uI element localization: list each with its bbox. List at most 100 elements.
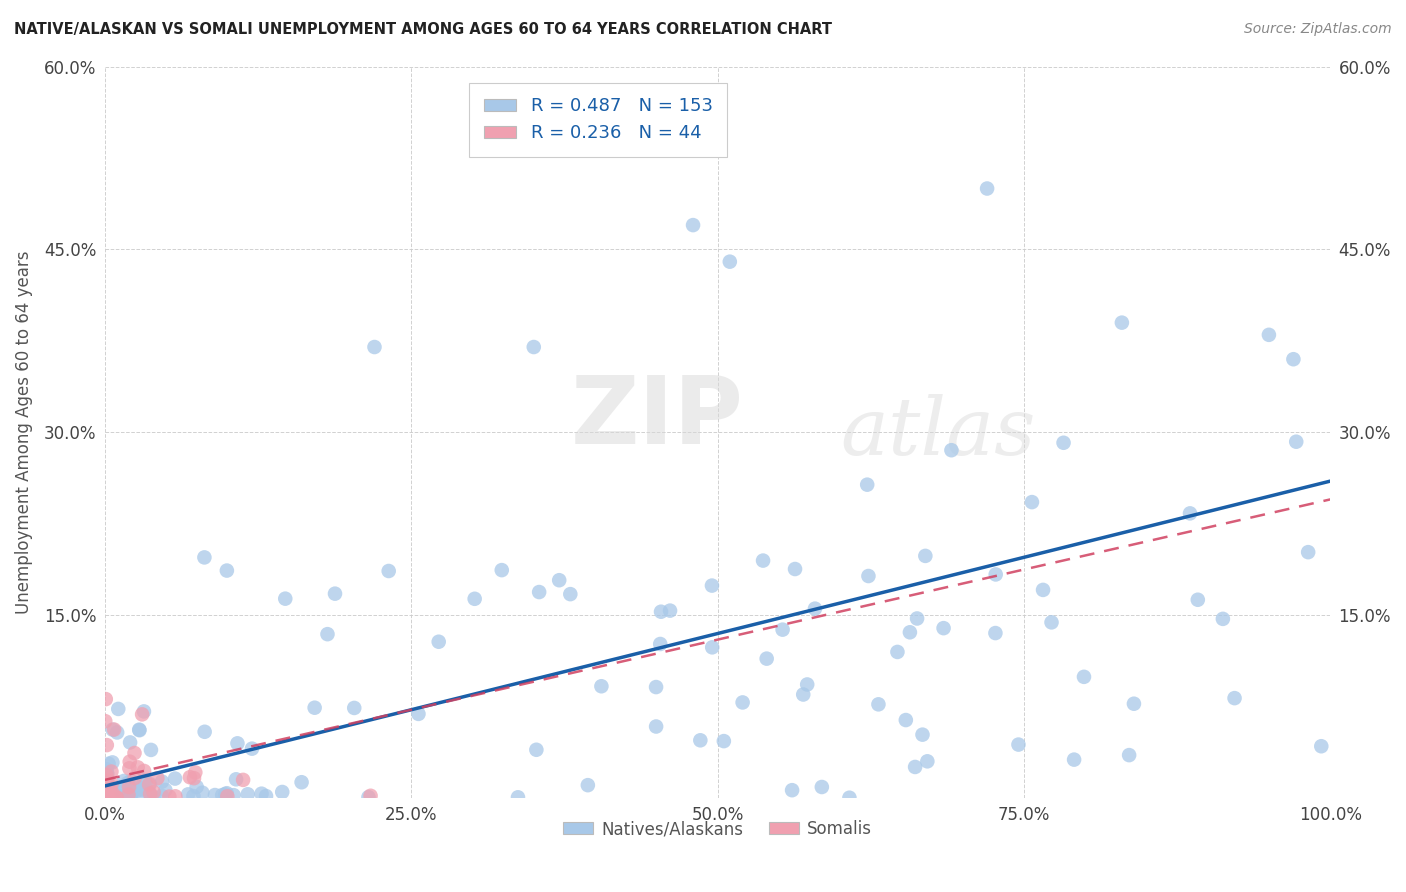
Point — [226, 736, 249, 750]
Point — [117, 777, 139, 791]
Point — [1052, 435, 1074, 450]
Point — [214, 787, 236, 801]
Point — [115, 776, 138, 790]
Point — [120, 791, 142, 805]
Point — [186, 780, 208, 794]
Point — [124, 746, 146, 760]
Point — [215, 786, 238, 800]
Point — [155, 783, 177, 797]
Point — [1310, 739, 1333, 754]
Point — [225, 772, 247, 787]
Point — [94, 780, 117, 794]
Point — [271, 785, 294, 799]
Point — [183, 771, 205, 785]
Point — [134, 776, 156, 790]
Point — [917, 754, 939, 768]
Point — [752, 553, 775, 567]
Point — [868, 698, 890, 712]
Point — [274, 591, 297, 606]
Point — [97, 791, 120, 805]
Point — [898, 625, 921, 640]
Point — [94, 790, 117, 805]
Point — [165, 789, 187, 804]
Point — [111, 789, 134, 804]
Point — [94, 790, 117, 805]
Point — [110, 791, 132, 805]
Point — [96, 762, 118, 776]
Point — [650, 605, 672, 619]
Point — [905, 611, 928, 625]
Point — [131, 707, 153, 722]
Point — [427, 634, 450, 648]
Point — [1212, 612, 1234, 626]
Point — [96, 773, 118, 788]
Point — [236, 787, 259, 801]
Point — [97, 790, 120, 805]
Point — [682, 218, 704, 232]
Point — [132, 764, 155, 778]
Point — [976, 181, 998, 195]
Point — [360, 789, 382, 803]
Point — [858, 569, 880, 583]
Point — [689, 733, 711, 747]
Point — [718, 254, 741, 268]
Point — [548, 573, 571, 587]
Point — [150, 774, 173, 789]
Point — [138, 778, 160, 792]
Point — [128, 723, 150, 738]
Point — [984, 567, 1007, 582]
Point — [94, 775, 117, 789]
Point — [139, 777, 162, 791]
Point — [129, 781, 152, 796]
Point — [142, 785, 165, 799]
Point — [291, 775, 314, 789]
Point — [932, 621, 955, 635]
Point — [232, 772, 254, 787]
Point — [222, 788, 245, 802]
Point — [1187, 592, 1209, 607]
Point — [886, 645, 908, 659]
Point — [894, 713, 917, 727]
Point — [1007, 738, 1029, 752]
Text: Source: ZipAtlas.com: Source: ZipAtlas.com — [1244, 22, 1392, 37]
Point — [120, 774, 142, 789]
Point — [96, 786, 118, 800]
Point — [125, 783, 148, 797]
Point — [377, 564, 399, 578]
Point — [183, 789, 205, 803]
Point — [914, 549, 936, 563]
Point — [1063, 753, 1085, 767]
Point — [904, 760, 927, 774]
Point — [755, 651, 778, 665]
Point — [96, 767, 118, 781]
Point — [101, 785, 124, 799]
Point — [139, 743, 162, 757]
Point — [124, 771, 146, 785]
Point — [250, 787, 273, 801]
Point — [772, 623, 794, 637]
Point — [94, 780, 117, 794]
Point — [94, 771, 117, 785]
Point — [524, 743, 547, 757]
Point — [120, 735, 142, 749]
Point — [363, 340, 385, 354]
Point — [134, 773, 156, 788]
Point — [217, 789, 239, 804]
Point — [304, 700, 326, 714]
Point — [204, 788, 226, 802]
Point — [1111, 316, 1133, 330]
Point — [105, 790, 128, 805]
Point — [104, 787, 127, 801]
Point — [713, 734, 735, 748]
Point — [100, 764, 122, 779]
Point — [491, 563, 513, 577]
Point — [838, 790, 860, 805]
Point — [101, 756, 124, 770]
Point — [193, 550, 215, 565]
Point — [645, 719, 668, 733]
Point — [240, 741, 263, 756]
Point — [911, 728, 934, 742]
Point — [101, 789, 124, 803]
Point — [157, 789, 180, 804]
Point — [101, 791, 124, 805]
